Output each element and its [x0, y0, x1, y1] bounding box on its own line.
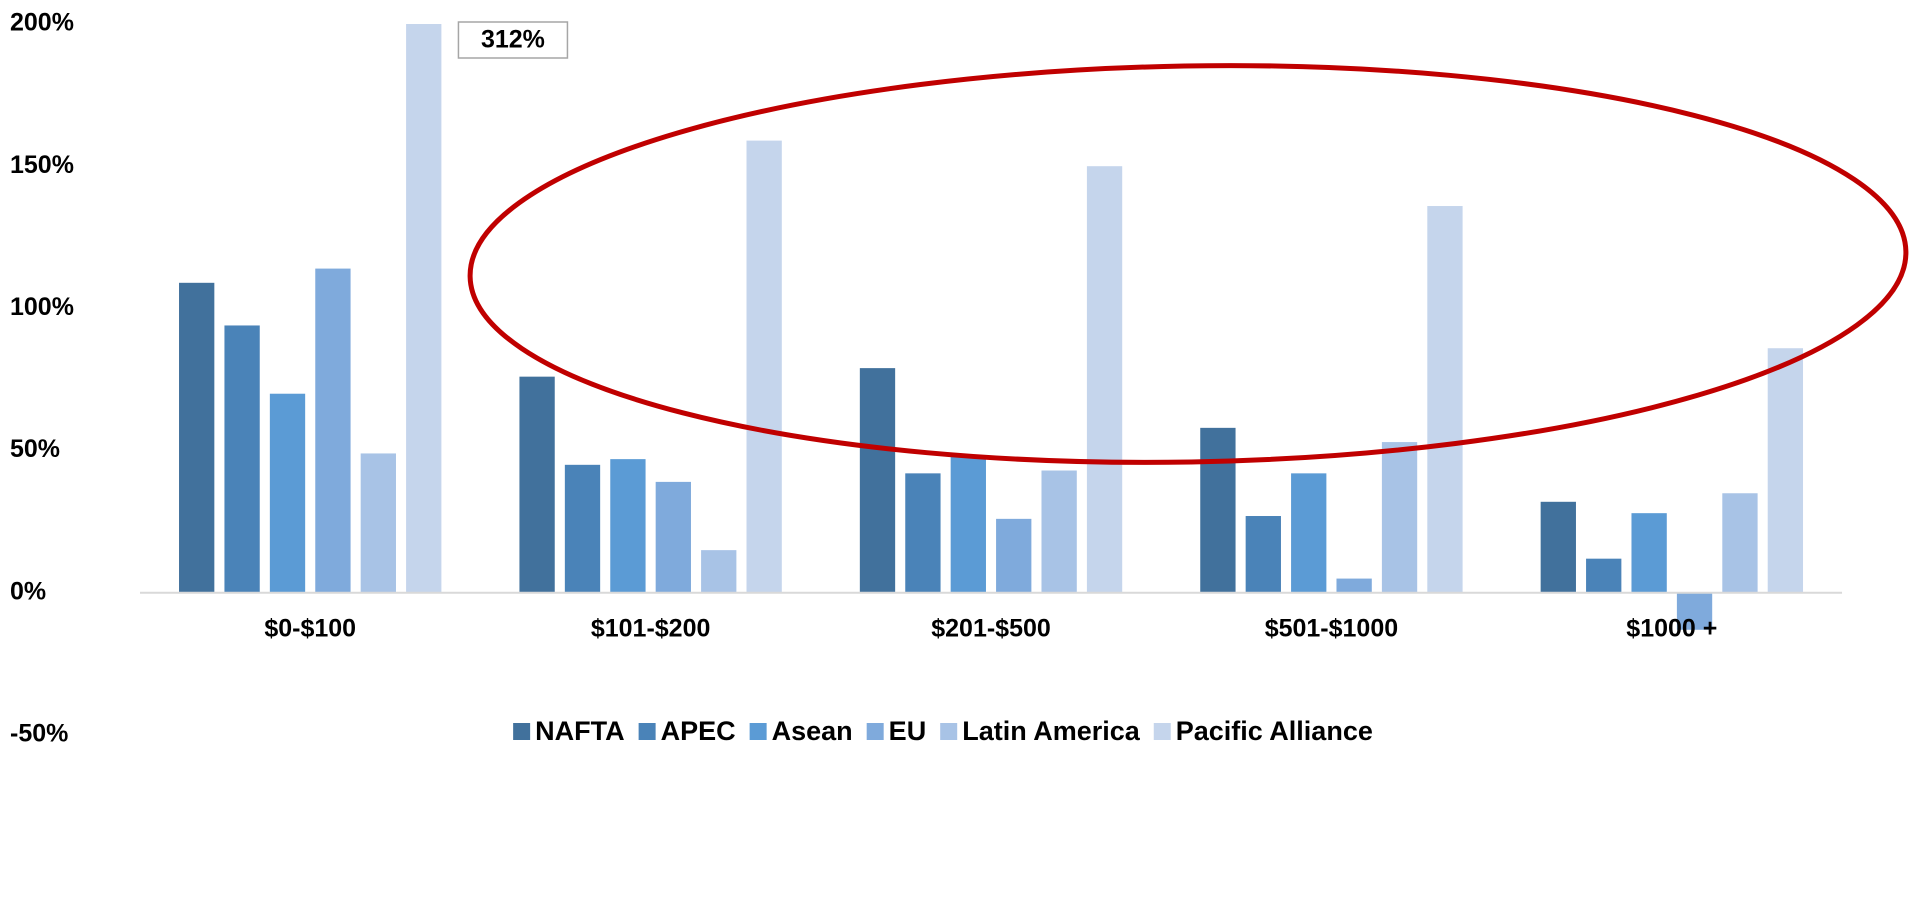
data-label-box: [457, 21, 569, 59]
bar: [905, 473, 941, 593]
legend-swatch: [866, 723, 884, 740]
legend-label: APEC: [661, 716, 736, 746]
legend: NAFTA APEC Asean EU Latin America Pacific All…: [513, 716, 1373, 746]
bar: [1200, 427, 1236, 593]
plot-area: [179, 24, 1804, 630]
legend-label: NAFTA: [535, 716, 624, 746]
bar: [1767, 348, 1804, 593]
x-tick-label: $0-$100: [264, 615, 356, 643]
bar: [1381, 442, 1418, 593]
legend-label: EU: [889, 716, 927, 746]
y-tick-label: 200%: [10, 9, 74, 37]
bar: [360, 453, 396, 593]
x-tick-label: $1000 +: [1626, 615, 1717, 643]
bar: [519, 376, 555, 593]
bar: [269, 393, 306, 593]
bar: [950, 456, 986, 593]
highlight-ellipse: [467, 63, 1909, 465]
data-label: 312%: [481, 26, 545, 54]
bar: [1291, 473, 1327, 593]
bar: [996, 518, 1032, 593]
legend-label: Latin America: [962, 716, 1141, 746]
bar: [179, 282, 215, 593]
bar: [564, 464, 601, 593]
bar: [224, 325, 260, 593]
bar: [1676, 592, 1713, 630]
bar: [1336, 578, 1372, 593]
bar: [1586, 558, 1622, 593]
y-tick-label: 50%: [10, 435, 60, 463]
legend-swatch: [513, 723, 531, 740]
x-tick-label: $501-$1000: [1265, 615, 1398, 643]
bar: [859, 368, 896, 593]
bar: [315, 268, 351, 593]
x-tick-label: $201-$500: [931, 615, 1051, 643]
legend-swatch: [749, 723, 767, 740]
legend-swatch: [638, 723, 656, 740]
y-tick-label: 150%: [10, 151, 74, 179]
y-tick-label: -50%: [10, 720, 68, 748]
bar: [1041, 470, 1077, 593]
bar: [1086, 166, 1123, 593]
y-tick-label: 100%: [10, 293, 74, 321]
bar: [1427, 206, 1463, 593]
bar: [1631, 513, 1667, 593]
bar: [406, 24, 442, 593]
bar: [610, 459, 646, 593]
legend-label: Pacific Alliance: [1176, 716, 1373, 746]
legend-swatch: [1153, 723, 1171, 740]
legend-label: Asean: [772, 716, 853, 746]
legend-swatch: [940, 723, 958, 740]
bar: [655, 481, 691, 593]
y-tick-label: 0%: [10, 577, 46, 605]
bar: [746, 140, 782, 593]
x-tick-label: $101-$200: [591, 615, 711, 643]
bar: [1245, 516, 1281, 593]
bar: [701, 550, 737, 593]
bar: [1722, 493, 1758, 593]
bar: [1540, 501, 1576, 593]
